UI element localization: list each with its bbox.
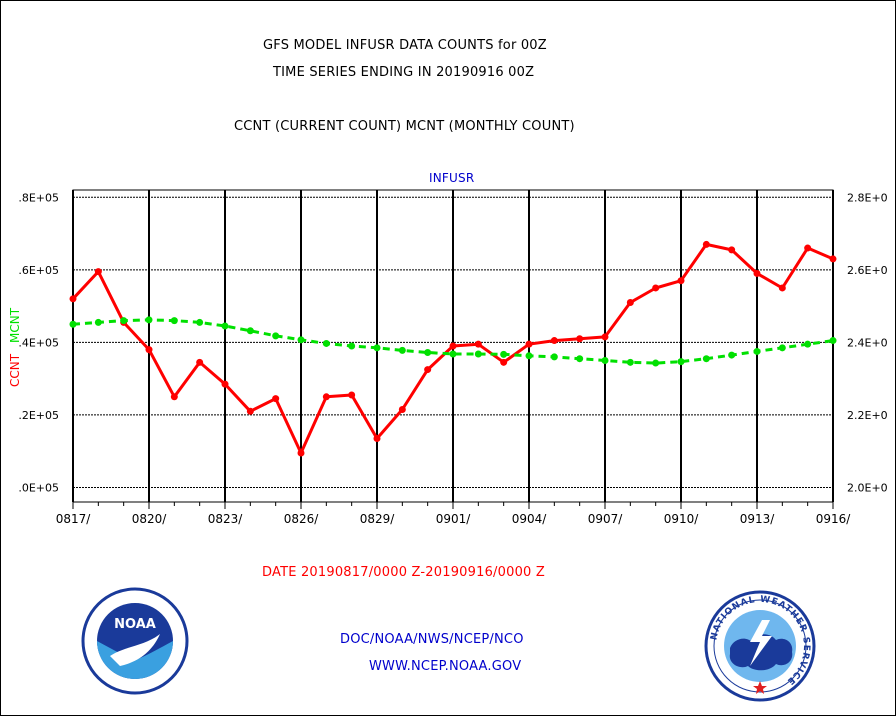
- data-point-ccnt: [398, 405, 406, 413]
- x-tick-label: 0829/: [360, 512, 396, 526]
- data-point-ccnt: [221, 380, 229, 388]
- y-axis-label-mcnt: MCNT: [8, 307, 22, 343]
- data-point-ccnt: [652, 284, 660, 292]
- data-point-mcnt: [804, 340, 812, 348]
- right-tick-label: 2.0E+0: [847, 481, 888, 494]
- data-point-mcnt: [525, 352, 533, 360]
- data-point-ccnt: [677, 277, 685, 285]
- x-tick-label: 0901/: [436, 512, 472, 526]
- data-point-ccnt: [576, 335, 584, 343]
- data-point-mcnt: [221, 322, 229, 330]
- data-point-mcnt: [500, 350, 508, 358]
- panel-label: INFUSR: [429, 171, 475, 185]
- data-point-ccnt: [297, 449, 305, 457]
- left-tick-label: .6E+05: [18, 264, 59, 277]
- url-label: WWW.NCEP.NOAA.GOV: [369, 659, 522, 674]
- data-point-ccnt: [94, 268, 102, 276]
- data-point-mcnt: [145, 316, 153, 324]
- data-point-ccnt: [601, 333, 609, 341]
- data-point-ccnt: [778, 284, 786, 292]
- data-point-mcnt: [398, 346, 406, 354]
- data-point-ccnt: [474, 340, 482, 348]
- x-tick-label: 0916/: [816, 512, 852, 526]
- right-tick-label: 2.6E+0: [847, 264, 888, 277]
- nws-logo: NATIONAL WEATHER SERVICE: [704, 590, 816, 702]
- data-point-mcnt: [652, 359, 660, 367]
- data-point-ccnt: [145, 346, 153, 354]
- data-point-mcnt: [348, 342, 356, 350]
- data-point-mcnt: [728, 351, 736, 359]
- data-point-mcnt: [449, 350, 457, 358]
- data-point-ccnt: [424, 366, 432, 374]
- data-point-ccnt: [272, 395, 280, 403]
- data-point-ccnt: [753, 269, 761, 277]
- chart-title-line3: CCNT (CURRENT COUNT) MCNT (MONTHLY COUNT…: [234, 119, 575, 134]
- x-tick-label: 0913/: [740, 512, 776, 526]
- y-axis-label-ccnt: CCNT: [8, 353, 22, 387]
- data-point-ccnt: [500, 358, 508, 366]
- data-point-mcnt: [94, 318, 102, 326]
- x-tick-label: 0823/: [208, 512, 244, 526]
- x-tick-label: 0910/: [664, 512, 700, 526]
- data-point-mcnt: [778, 344, 786, 352]
- data-point-mcnt: [424, 349, 432, 357]
- data-point-mcnt: [170, 317, 178, 325]
- data-point-ccnt: [170, 393, 178, 401]
- right-tick-label: 2.8E+0: [847, 191, 888, 204]
- data-point-ccnt: [373, 435, 381, 443]
- right-tick-label: 2.2E+0: [847, 409, 888, 422]
- data-point-ccnt: [829, 255, 837, 263]
- data-point-ccnt: [804, 244, 812, 252]
- data-point-mcnt: [550, 353, 558, 361]
- left-tick-label: .8E+05: [18, 191, 59, 204]
- data-point-mcnt: [297, 336, 305, 344]
- data-point-ccnt: [196, 358, 204, 366]
- x-tick-label: 0907/: [588, 512, 624, 526]
- data-point-mcnt: [246, 327, 254, 335]
- data-point-ccnt: [550, 337, 558, 345]
- noaa-logo-text: NOAA: [114, 617, 156, 632]
- org-label: DOC/NOAA/NWS/NCEP/NCO: [340, 632, 524, 647]
- data-point-ccnt: [246, 407, 254, 415]
- data-point-mcnt: [626, 358, 634, 366]
- data-point-mcnt: [69, 320, 77, 328]
- chart-title-line2: TIME SERIES ENDING IN 20190916 00Z: [273, 65, 535, 80]
- data-point-ccnt: [449, 342, 457, 350]
- data-point-mcnt: [576, 355, 584, 363]
- chart-title-line1: GFS MODEL INFUSR DATA COUNTS for 00Z: [263, 38, 547, 53]
- data-point-mcnt: [474, 350, 482, 358]
- data-point-ccnt: [348, 391, 356, 399]
- left-tick-label: .2E+05: [18, 409, 59, 422]
- noaa-logo: NOAA: [81, 587, 189, 695]
- data-point-mcnt: [373, 344, 381, 352]
- right-tick-label: 2.4E+0: [847, 336, 888, 349]
- data-point-ccnt: [69, 295, 77, 303]
- data-point-mcnt: [677, 358, 685, 366]
- x-tick-label: 0817/: [56, 512, 92, 526]
- data-point-mcnt: [196, 318, 204, 326]
- data-point-ccnt: [702, 240, 710, 248]
- data-point-mcnt: [702, 355, 710, 363]
- date-range-label: DATE 20190817/0000 Z-20190916/0000 Z: [262, 565, 545, 580]
- data-point-ccnt: [322, 393, 330, 401]
- data-point-mcnt: [322, 339, 330, 347]
- left-tick-label: .0E+05: [18, 481, 59, 494]
- x-tick-label: 0904/: [512, 512, 548, 526]
- x-tick-label: 0826/: [284, 512, 320, 526]
- x-tick-label: 0820/: [132, 512, 168, 526]
- data-point-mcnt: [272, 332, 280, 340]
- data-point-mcnt: [829, 337, 837, 345]
- data-point-mcnt: [753, 347, 761, 355]
- data-point-ccnt: [728, 246, 736, 254]
- data-point-ccnt: [525, 340, 533, 348]
- data-point-mcnt: [601, 357, 609, 365]
- data-point-mcnt: [120, 317, 128, 325]
- left-tick-label: .4E+05: [18, 336, 59, 349]
- data-point-ccnt: [626, 298, 634, 306]
